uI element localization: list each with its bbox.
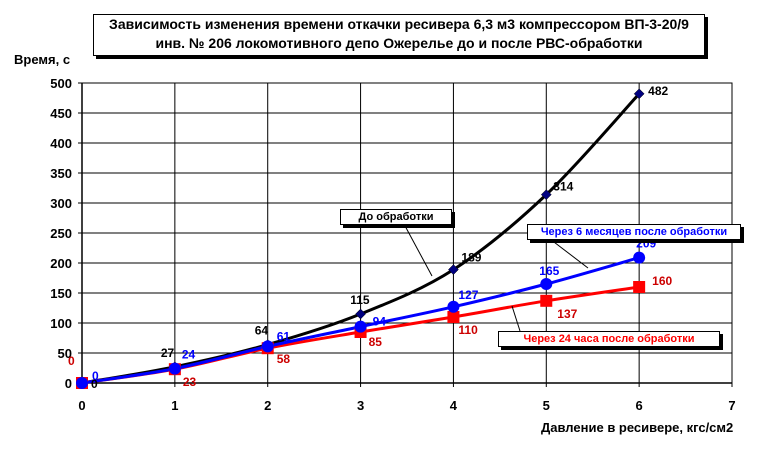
callout-connector-6-months bbox=[549, 238, 589, 269]
data-point-before bbox=[633, 88, 645, 100]
data-label-origin: 0 bbox=[91, 377, 98, 391]
data-label: 209 bbox=[636, 237, 656, 251]
data-label: 64 bbox=[255, 324, 269, 338]
series-callout-24-hours: Через 24 часа после обработки bbox=[498, 331, 720, 347]
data-point-before bbox=[448, 264, 459, 275]
data-point-6-months bbox=[540, 278, 553, 290]
x-tick-label: 6 bbox=[636, 398, 643, 413]
data-label: 482 bbox=[648, 84, 668, 98]
data-label: 58 bbox=[277, 352, 291, 366]
data-label: 189 bbox=[461, 251, 481, 265]
y-tick-label: 350 bbox=[50, 166, 72, 181]
x-tick-label: 7 bbox=[728, 398, 735, 413]
data-label: 24 bbox=[182, 348, 196, 362]
y-axis-label: Время, с bbox=[14, 52, 71, 67]
data-label: 127 bbox=[458, 288, 478, 302]
data-label: 314 bbox=[553, 180, 573, 194]
x-tick-label: 0 bbox=[78, 398, 85, 413]
y-tick-label: 200 bbox=[50, 256, 72, 271]
callout-connector-24-hours bbox=[511, 305, 521, 332]
data-label: 160 bbox=[652, 274, 672, 288]
data-point-24-hours bbox=[447, 311, 460, 323]
data-point-6-months bbox=[261, 340, 274, 353]
data-label: 0 bbox=[68, 354, 75, 368]
data-point-6-months bbox=[76, 377, 88, 389]
data-label: 27 bbox=[161, 346, 175, 360]
x-tick-label: 4 bbox=[450, 398, 458, 413]
data-point-before bbox=[355, 308, 366, 320]
y-tick-label: 500 bbox=[50, 76, 72, 91]
y-tick-label: 150 bbox=[50, 286, 72, 301]
y-tick-label: 100 bbox=[50, 316, 72, 331]
chart-title: Зависимость изменения времени откачки ре… bbox=[109, 16, 689, 32]
data-point-6-months bbox=[447, 300, 460, 313]
y-tick-label: 400 bbox=[50, 136, 72, 151]
x-tick-label: 3 bbox=[357, 398, 364, 413]
series-callout-6-months: Через 6 месяцев после обработки bbox=[527, 224, 741, 240]
y-tick-label: 50 bbox=[58, 346, 72, 361]
y-tick-label: 450 bbox=[50, 106, 72, 121]
data-label: 61 bbox=[277, 329, 291, 343]
x-tick-label: 1 bbox=[171, 398, 178, 413]
series-callout-before: До обработки bbox=[340, 209, 452, 225]
data-point-before bbox=[540, 189, 552, 200]
chart-subtitle: инв. № 206 локомотивного депо Ожерелье д… bbox=[155, 35, 643, 51]
data-label: 110 bbox=[458, 323, 478, 337]
data-label: 115 bbox=[350, 293, 370, 307]
y-tick-label: 0 bbox=[65, 376, 72, 391]
data-point-6-months bbox=[633, 251, 646, 264]
x-tick-label: 2 bbox=[264, 398, 271, 413]
data-label: 85 bbox=[369, 335, 383, 349]
y-tick-label: 250 bbox=[50, 226, 72, 241]
x-axis-label: Давление в ресивере, кгс/см2 bbox=[541, 420, 734, 435]
data-label: 94 bbox=[373, 315, 387, 329]
x-tick-label: 5 bbox=[543, 398, 550, 413]
data-label: 165 bbox=[539, 264, 559, 278]
y-tick-label: 300 bbox=[50, 196, 72, 211]
data-label: 137 bbox=[557, 307, 577, 321]
data-point-24-hours bbox=[633, 281, 646, 293]
data-point-6-months bbox=[168, 362, 181, 375]
data-label: 23 bbox=[183, 375, 197, 389]
data-label: 0 bbox=[92, 369, 99, 383]
data-point-24-hours bbox=[540, 294, 553, 307]
callout-connector-before bbox=[403, 223, 433, 277]
chart-title-box: Зависимость изменения времени откачки ре… bbox=[93, 14, 705, 56]
data-point-6-months bbox=[354, 320, 367, 333]
